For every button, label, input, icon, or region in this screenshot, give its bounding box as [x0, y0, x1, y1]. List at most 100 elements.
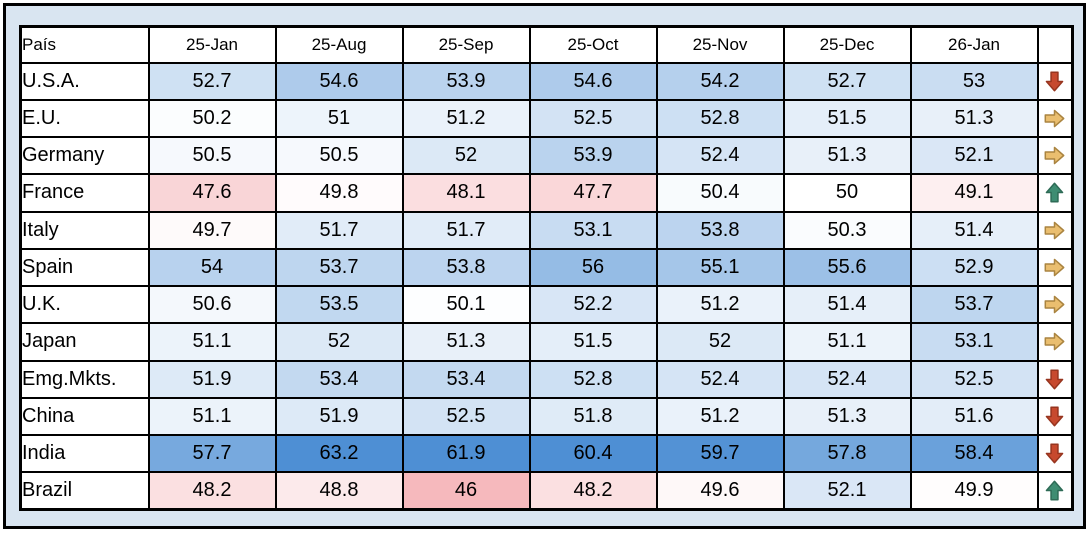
trend-cell[interactable] — [1036, 433, 1074, 474]
value-cell[interactable]: 52.1 — [909, 135, 1039, 176]
value-cell[interactable]: 56 — [528, 247, 658, 288]
value-cell[interactable]: 51.3 — [401, 322, 531, 362]
value-cell[interactable]: 52.5 — [401, 396, 531, 437]
value-cell[interactable]: 53.5 — [274, 284, 404, 325]
country-cell[interactable]: E.U. — [19, 98, 150, 139]
value-cell[interactable]: 49.7 — [147, 210, 277, 250]
value-cell[interactable]: 52.4 — [655, 359, 785, 399]
country-cell[interactable]: France — [19, 173, 150, 213]
trend-cell[interactable] — [1036, 210, 1074, 250]
value-cell[interactable]: 53.4 — [274, 359, 404, 399]
col-header-25-Aug[interactable]: 25-Aug — [274, 25, 404, 64]
value-cell[interactable]: 53.1 — [909, 322, 1039, 362]
value-cell[interactable]: 53.7 — [909, 284, 1039, 325]
value-cell[interactable]: 51.6 — [909, 396, 1039, 437]
country-cell[interactable]: Brazil — [19, 471, 150, 511]
value-cell[interactable]: 52.8 — [655, 98, 785, 139]
value-cell[interactable]: 51.2 — [401, 98, 531, 139]
value-cell[interactable]: 49.1 — [909, 173, 1039, 213]
value-cell[interactable]: 51.1 — [782, 322, 912, 362]
value-cell[interactable]: 51.2 — [655, 396, 785, 437]
value-cell[interactable]: 50.4 — [655, 173, 785, 213]
value-cell[interactable]: 50.5 — [147, 135, 277, 176]
country-cell[interactable]: China — [19, 396, 150, 437]
value-cell[interactable]: 48.8 — [274, 471, 404, 511]
value-cell[interactable]: 50 — [782, 173, 912, 213]
trend-cell[interactable] — [1036, 247, 1074, 288]
country-cell[interactable]: Emg.Mkts. — [19, 359, 150, 399]
value-cell[interactable]: 48.2 — [147, 471, 277, 511]
col-header-25-Sep[interactable]: 25-Sep — [401, 25, 531, 64]
country-cell[interactable]: Spain — [19, 247, 150, 288]
col-header-25-Oct[interactable]: 25-Oct — [528, 25, 658, 64]
value-cell[interactable]: 47.7 — [528, 173, 658, 213]
col-header-25-Dec[interactable]: 25-Dec — [782, 25, 912, 64]
country-cell[interactable]: U.K. — [19, 284, 150, 325]
trend-cell[interactable] — [1036, 396, 1074, 437]
col-header-25-Nov[interactable]: 25-Nov — [655, 25, 785, 64]
trend-cell[interactable] — [1036, 135, 1074, 176]
value-cell[interactable]: 52.1 — [782, 471, 912, 511]
value-cell[interactable]: 52.2 — [528, 284, 658, 325]
value-cell[interactable]: 51.5 — [528, 322, 658, 362]
value-cell[interactable]: 52 — [274, 322, 404, 362]
value-cell[interactable]: 49.8 — [274, 173, 404, 213]
value-cell[interactable]: 50.3 — [782, 210, 912, 250]
value-cell[interactable]: 51.9 — [274, 396, 404, 437]
value-cell[interactable]: 51.1 — [147, 322, 277, 362]
value-cell[interactable]: 54.6 — [274, 61, 404, 101]
country-cell[interactable]: Italy — [19, 210, 150, 250]
value-cell[interactable]: 52.8 — [528, 359, 658, 399]
value-cell[interactable]: 58.4 — [909, 433, 1039, 474]
value-cell[interactable]: 53.7 — [274, 247, 404, 288]
value-cell[interactable]: 51.3 — [782, 135, 912, 176]
value-cell[interactable]: 61.9 — [401, 433, 531, 474]
value-cell[interactable]: 52.7 — [147, 61, 277, 101]
value-cell[interactable]: 51.3 — [909, 98, 1039, 139]
value-cell[interactable]: 50.2 — [147, 98, 277, 139]
value-cell[interactable]: 53.8 — [401, 247, 531, 288]
value-cell[interactable]: 57.8 — [782, 433, 912, 474]
value-cell[interactable]: 53.9 — [401, 61, 531, 101]
country-cell[interactable]: Germany — [19, 135, 150, 176]
trend-cell[interactable] — [1036, 471, 1074, 511]
country-column-header[interactable]: País — [19, 25, 150, 64]
value-cell[interactable]: 51.4 — [909, 210, 1039, 250]
value-cell[interactable]: 55.6 — [782, 247, 912, 288]
value-cell[interactable]: 53.9 — [528, 135, 658, 176]
value-cell[interactable]: 51.7 — [401, 210, 531, 250]
value-cell[interactable]: 49.6 — [655, 471, 785, 511]
value-cell[interactable]: 51.1 — [147, 396, 277, 437]
trend-cell[interactable] — [1036, 61, 1074, 101]
value-cell[interactable]: 50.1 — [401, 284, 531, 325]
value-cell[interactable]: 51.3 — [782, 396, 912, 437]
value-cell[interactable]: 63.2 — [274, 433, 404, 474]
value-cell[interactable]: 51.2 — [655, 284, 785, 325]
value-cell[interactable]: 52.4 — [655, 135, 785, 176]
col-header-26-Jan[interactable]: 26-Jan — [909, 25, 1039, 64]
value-cell[interactable]: 60.4 — [528, 433, 658, 474]
trend-cell[interactable] — [1036, 322, 1074, 362]
value-cell[interactable]: 54.2 — [655, 61, 785, 101]
value-cell[interactable]: 54 — [147, 247, 277, 288]
trend-cell[interactable] — [1036, 98, 1074, 139]
value-cell[interactable]: 51.5 — [782, 98, 912, 139]
country-cell[interactable]: U.S.A. — [19, 61, 150, 101]
value-cell[interactable]: 51.7 — [274, 210, 404, 250]
value-cell[interactable]: 51 — [274, 98, 404, 139]
col-header-25-Jan[interactable]: 25-Jan — [147, 25, 277, 64]
value-cell[interactable]: 53.1 — [528, 210, 658, 250]
value-cell[interactable]: 50.6 — [147, 284, 277, 325]
value-cell[interactable]: 48.2 — [528, 471, 658, 511]
trend-cell[interactable] — [1036, 284, 1074, 325]
trend-column-header[interactable] — [1036, 25, 1074, 64]
value-cell[interactable]: 52.4 — [782, 359, 912, 399]
value-cell[interactable]: 57.7 — [147, 433, 277, 474]
value-cell[interactable]: 47.6 — [147, 173, 277, 213]
value-cell[interactable]: 53 — [909, 61, 1039, 101]
value-cell[interactable]: 46 — [401, 471, 531, 511]
value-cell[interactable]: 51.9 — [147, 359, 277, 399]
value-cell[interactable]: 59.7 — [655, 433, 785, 474]
value-cell[interactable]: 50.5 — [274, 135, 404, 176]
value-cell[interactable]: 53.8 — [655, 210, 785, 250]
